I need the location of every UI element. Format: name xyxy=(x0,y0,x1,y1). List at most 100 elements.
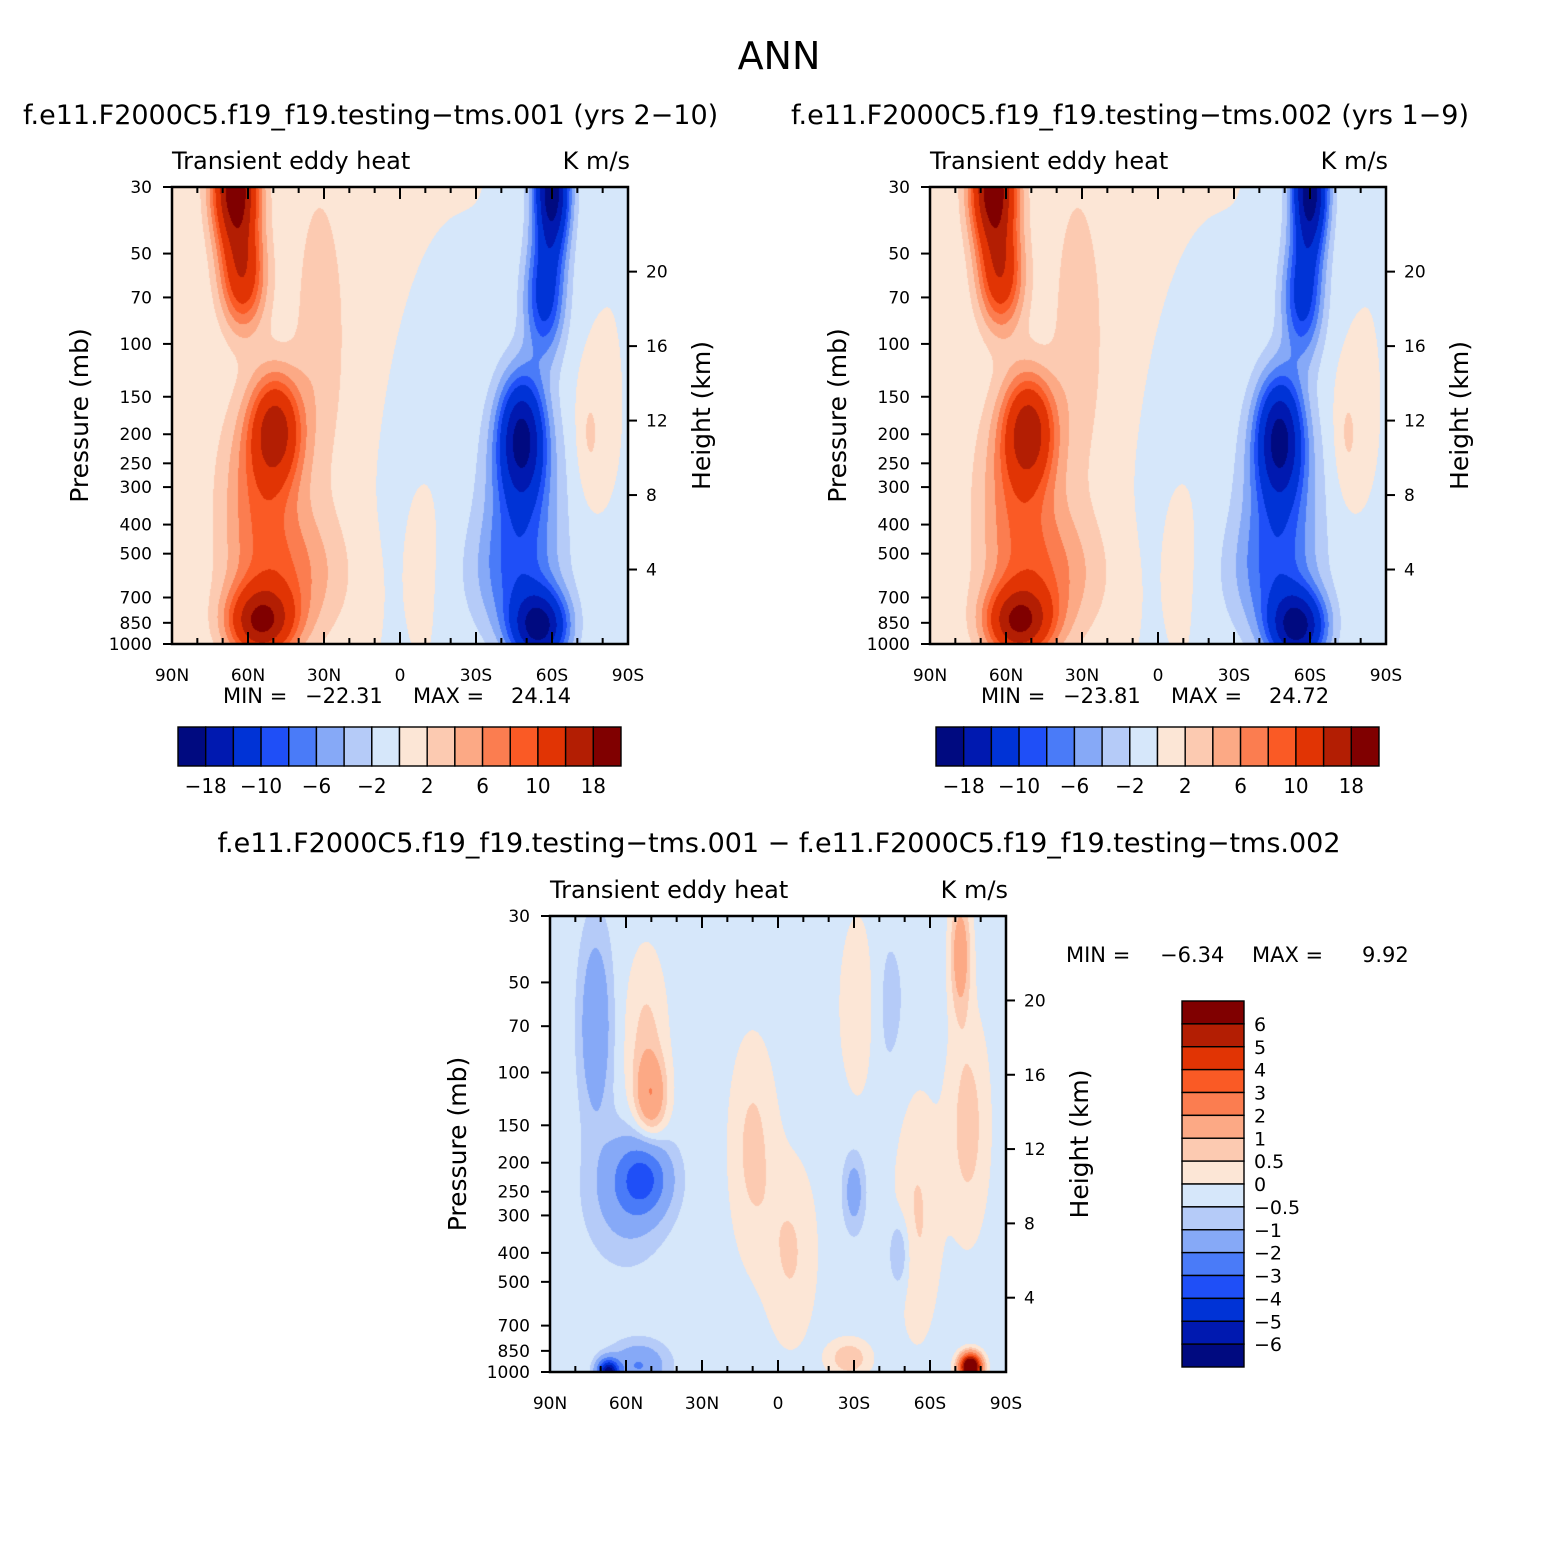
contour-fill xyxy=(550,916,1006,1372)
colorbar-swatch xyxy=(1129,726,1159,767)
y-tick-label: 50 xyxy=(888,245,910,265)
colorbar-swatch xyxy=(1181,1114,1245,1139)
colorbar-swatch xyxy=(1156,726,1186,767)
min-label: MIN = xyxy=(981,684,1045,708)
y-tick-label: 70 xyxy=(130,288,152,308)
x-tick-label: 30N xyxy=(307,666,341,686)
minmax-top-left: MIN = −22.31 MAX = 24.14 xyxy=(223,684,571,708)
colorbar-swatch xyxy=(260,726,290,767)
y-tick-right-label: 8 xyxy=(646,486,657,506)
colorbar-swatch xyxy=(1322,726,1353,767)
y-tick-right-label: 12 xyxy=(1404,412,1426,432)
y-tick-right-label: 12 xyxy=(1024,1140,1046,1160)
colorbar-label: −0.5 xyxy=(1254,1197,1300,1219)
x-tick-label: 90S xyxy=(990,1394,1022,1414)
y-tick-label: 850 xyxy=(120,614,152,634)
y-tick-label: 200 xyxy=(498,1154,530,1174)
colorbar-label: 6 xyxy=(1234,774,1247,798)
colorbar-swatch xyxy=(177,726,207,767)
x-tick-label: 60N xyxy=(989,666,1023,686)
y-tick-right-label: 20 xyxy=(1024,991,1046,1011)
y-axis-title: Pressure (mb) xyxy=(823,328,852,502)
panel-difference: 90N 60N 30N 0 30S 60S 90S305070100150200250300… xyxy=(443,876,1409,1414)
y-tick-label: 150 xyxy=(498,1116,530,1136)
panel-top-right: 90N 60N 30N 0 30S 60S 90S 30 50 70 100 150 200 250 300… xyxy=(823,147,1474,798)
min-value: −22.31 xyxy=(305,684,383,708)
panel-title-difference: f.e11.F2000C5.f19_f19.testing−tms.001 − … xyxy=(217,828,1341,859)
colorbar-label: −18 xyxy=(185,774,227,798)
x-tick-label: 30S xyxy=(460,666,492,686)
colorbar-label: −1 xyxy=(1254,1220,1282,1242)
colorbar-swatch xyxy=(1212,726,1242,767)
y-tick-right-label: 16 xyxy=(1404,337,1426,357)
units-label: K m/s xyxy=(941,876,1008,904)
colorbar-label: 6 xyxy=(1254,1014,1266,1036)
colorbar-swatch xyxy=(1181,1297,1245,1322)
colorbar-label: 6 xyxy=(476,774,489,798)
x-tick-label: 90S xyxy=(1370,666,1402,686)
panel-title-top-left: f.e11.F2000C5.f19_f19.testing−tms.001 (y… xyxy=(23,100,719,131)
colorbar-swatch xyxy=(1267,726,1297,767)
colorbar-swatch xyxy=(1181,1343,1245,1368)
y-tick-label: 500 xyxy=(878,545,910,565)
y-tick-label: 400 xyxy=(878,516,910,536)
x-tick-label: 60S xyxy=(914,1394,946,1414)
min-label: MIN = xyxy=(223,684,287,708)
y-axis-right-title: Height (km) xyxy=(1445,341,1474,490)
colorbar-label: 1 xyxy=(1254,1128,1266,1150)
colorbar-label: −3 xyxy=(1254,1266,1282,1288)
x-tick-label: 0 xyxy=(773,1394,784,1414)
colorbar-swatch xyxy=(1295,726,1325,767)
colorbar-label: −2 xyxy=(1115,774,1144,798)
colorbar-top-right: −18 −10 −6 −2 2 6 10 18 xyxy=(935,726,1380,798)
colorbar-label: 4 xyxy=(1254,1060,1266,1082)
field-name-label: Transient eddy heat xyxy=(171,147,410,175)
colorbar-swatch xyxy=(564,726,595,767)
max-value: 9.92 xyxy=(1362,943,1409,967)
colorbar-swatch xyxy=(1101,726,1131,767)
colorbar-swatch xyxy=(509,726,539,767)
y-tick-label: 50 xyxy=(508,973,530,993)
y-tick-label: 200 xyxy=(878,425,910,445)
y-tick-right-label: 20 xyxy=(1404,263,1426,283)
colorbar-label: −18 xyxy=(943,774,985,798)
colorbar-label: 18 xyxy=(581,774,606,798)
y-tick-label: 500 xyxy=(498,1273,530,1293)
colorbar-swatch xyxy=(1181,1023,1245,1048)
colorbar-swatch xyxy=(481,726,511,767)
y-tick-right-label: 8 xyxy=(1024,1214,1035,1234)
units-label: K m/s xyxy=(1321,147,1388,175)
colorbar-swatch xyxy=(1046,726,1076,767)
field-name-label: Transient eddy heat xyxy=(929,147,1168,175)
x-tick-label: 60S xyxy=(536,666,568,686)
y-tick-label: 1000 xyxy=(109,635,152,655)
colorbar-label: 0.5 xyxy=(1254,1151,1284,1173)
y-tick-label: 200 xyxy=(120,425,152,445)
colorbar-swatch xyxy=(962,726,993,767)
x-tick-label: 90N xyxy=(533,1394,567,1414)
colorbar-label: 3 xyxy=(1254,1083,1266,1105)
y-axis-right-title: Height (km) xyxy=(687,341,716,490)
minmax-top-right: MIN = −23.81 MAX = 24.72 xyxy=(981,684,1329,708)
y-tick-label: 1000 xyxy=(867,635,910,655)
y-tick-label: 700 xyxy=(878,589,910,609)
y-axis-right-title: Height (km) xyxy=(1065,1070,1094,1219)
colorbar-swatch xyxy=(1181,1068,1245,1094)
y-tick-label: 30 xyxy=(888,178,910,198)
colorbar-label: −2 xyxy=(357,774,386,798)
colorbar-swatch xyxy=(935,726,965,767)
y-axis-title: Pressure (mb) xyxy=(65,328,94,502)
y-tick-label: 70 xyxy=(508,1017,530,1037)
colorbar-swatch xyxy=(1181,1251,1245,1277)
colorbar-label: 0 xyxy=(1254,1174,1266,1196)
colorbar-swatch xyxy=(371,726,401,767)
x-tick-label: 60S xyxy=(1294,666,1326,686)
y-tick-label: 700 xyxy=(120,589,152,609)
colorbar-swatch xyxy=(1181,1229,1245,1254)
x-tick-label: 90S xyxy=(612,666,644,686)
colorbar-label: 2 xyxy=(1254,1105,1266,1127)
panel-top-left: 90N 60N 30N 0 30S 60S 90S 30 50 70 100 150 200 250 300… xyxy=(65,147,716,798)
colorbar-swatch xyxy=(288,726,318,767)
